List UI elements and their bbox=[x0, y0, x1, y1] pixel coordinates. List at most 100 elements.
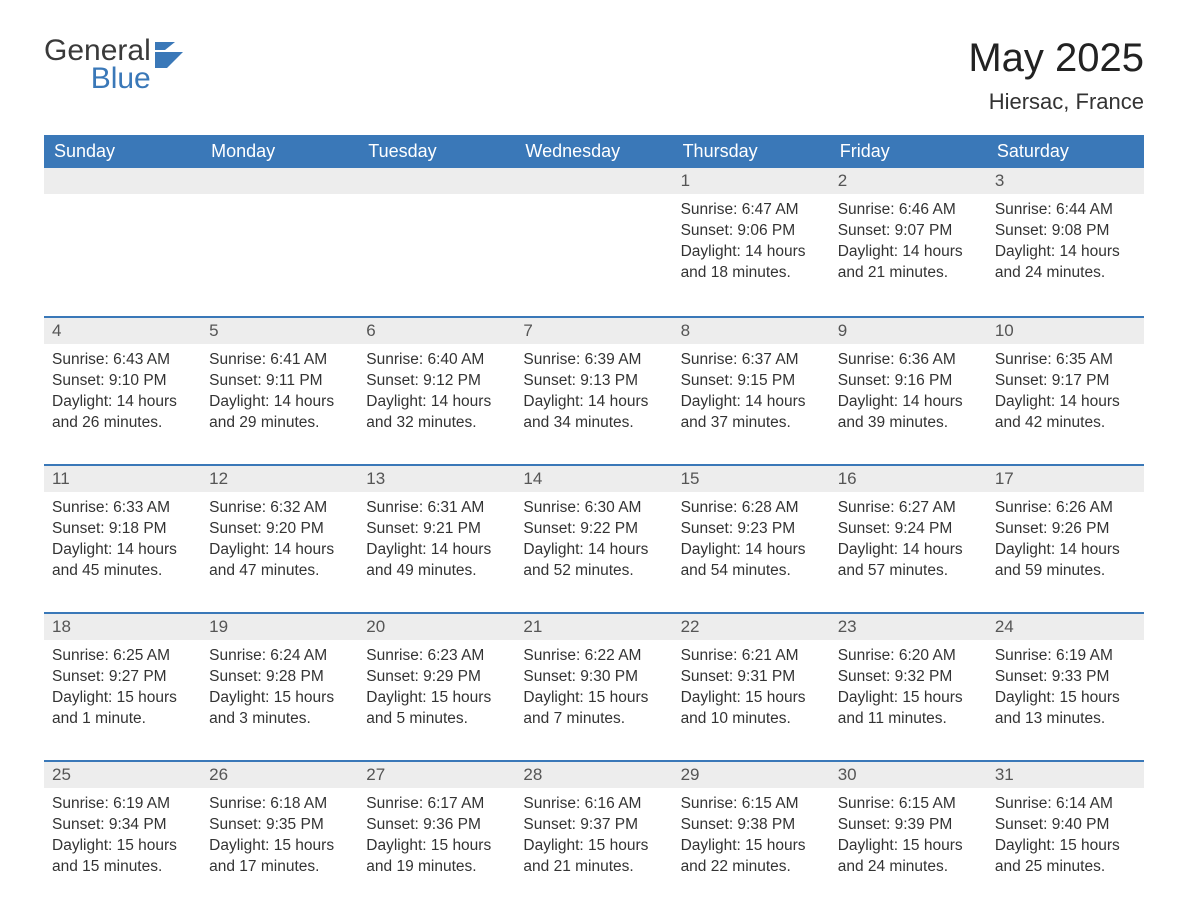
calendar-cell: 19Sunrise: 6:24 AMSunset: 9:28 PMDayligh… bbox=[201, 612, 358, 760]
day-body: Sunrise: 6:20 AMSunset: 9:32 PMDaylight:… bbox=[830, 640, 987, 736]
location-text: Hiersac, France bbox=[968, 89, 1144, 115]
day-number: 23 bbox=[830, 612, 987, 640]
calendar-cell: 5Sunrise: 6:41 AMSunset: 9:11 PMDaylight… bbox=[201, 316, 358, 464]
sunrise-text: Sunrise: 6:28 AM bbox=[681, 498, 822, 519]
calendar-cell: 4Sunrise: 6:43 AMSunset: 9:10 PMDaylight… bbox=[44, 316, 201, 464]
calendar-cell bbox=[358, 168, 515, 316]
day-number: 17 bbox=[987, 464, 1144, 492]
calendar-table: Sunday Monday Tuesday Wednesday Thursday… bbox=[44, 135, 1144, 908]
day-number: 27 bbox=[358, 760, 515, 788]
day-body: Sunrise: 6:30 AMSunset: 9:22 PMDaylight:… bbox=[515, 492, 672, 588]
day-number-empty bbox=[515, 168, 672, 194]
sunset-text: Sunset: 9:08 PM bbox=[995, 221, 1136, 242]
day-number: 10 bbox=[987, 316, 1144, 344]
calendar-cell: 6Sunrise: 6:40 AMSunset: 9:12 PMDaylight… bbox=[358, 316, 515, 464]
day-body: Sunrise: 6:32 AMSunset: 9:20 PMDaylight:… bbox=[201, 492, 358, 588]
day-body: Sunrise: 6:15 AMSunset: 9:39 PMDaylight:… bbox=[830, 788, 987, 884]
sunset-text: Sunset: 9:23 PM bbox=[681, 519, 822, 540]
sunrise-text: Sunrise: 6:15 AM bbox=[838, 794, 979, 815]
calendar-cell: 26Sunrise: 6:18 AMSunset: 9:35 PMDayligh… bbox=[201, 760, 358, 908]
daylight-text: Daylight: 15 hours and 11 minutes. bbox=[838, 688, 979, 730]
sunset-text: Sunset: 9:32 PM bbox=[838, 667, 979, 688]
day-number: 13 bbox=[358, 464, 515, 492]
daylight-text: Daylight: 14 hours and 42 minutes. bbox=[995, 392, 1136, 434]
daylight-text: Daylight: 14 hours and 18 minutes. bbox=[681, 242, 822, 284]
daylight-text: Daylight: 14 hours and 32 minutes. bbox=[366, 392, 507, 434]
sunset-text: Sunset: 9:17 PM bbox=[995, 371, 1136, 392]
sunrise-text: Sunrise: 6:19 AM bbox=[52, 794, 193, 815]
daylight-text: Daylight: 14 hours and 39 minutes. bbox=[838, 392, 979, 434]
sunset-text: Sunset: 9:10 PM bbox=[52, 371, 193, 392]
sunset-text: Sunset: 9:13 PM bbox=[523, 371, 664, 392]
daylight-text: Daylight: 15 hours and 22 minutes. bbox=[681, 836, 822, 878]
calendar-cell: 3Sunrise: 6:44 AMSunset: 9:08 PMDaylight… bbox=[987, 168, 1144, 316]
sunset-text: Sunset: 9:29 PM bbox=[366, 667, 507, 688]
sunset-text: Sunset: 9:39 PM bbox=[838, 815, 979, 836]
daylight-text: Daylight: 14 hours and 57 minutes. bbox=[838, 540, 979, 582]
day-body: Sunrise: 6:44 AMSunset: 9:08 PMDaylight:… bbox=[987, 194, 1144, 290]
day-body: Sunrise: 6:21 AMSunset: 9:31 PMDaylight:… bbox=[673, 640, 830, 736]
brand-word-2: Blue bbox=[44, 64, 151, 94]
daylight-text: Daylight: 14 hours and 37 minutes. bbox=[681, 392, 822, 434]
sunrise-text: Sunrise: 6:17 AM bbox=[366, 794, 507, 815]
col-header: Monday bbox=[201, 135, 358, 168]
daylight-text: Daylight: 14 hours and 47 minutes. bbox=[209, 540, 350, 582]
sunset-text: Sunset: 9:24 PM bbox=[838, 519, 979, 540]
calendar-row: 4Sunrise: 6:43 AMSunset: 9:10 PMDaylight… bbox=[44, 316, 1144, 464]
sunrise-text: Sunrise: 6:19 AM bbox=[995, 646, 1136, 667]
sunset-text: Sunset: 9:37 PM bbox=[523, 815, 664, 836]
day-body: Sunrise: 6:23 AMSunset: 9:29 PMDaylight:… bbox=[358, 640, 515, 736]
sunrise-text: Sunrise: 6:18 AM bbox=[209, 794, 350, 815]
day-number: 28 bbox=[515, 760, 672, 788]
sunset-text: Sunset: 9:34 PM bbox=[52, 815, 193, 836]
day-body: Sunrise: 6:28 AMSunset: 9:23 PMDaylight:… bbox=[673, 492, 830, 588]
day-number: 26 bbox=[201, 760, 358, 788]
daylight-text: Daylight: 15 hours and 15 minutes. bbox=[52, 836, 193, 878]
day-body: Sunrise: 6:36 AMSunset: 9:16 PMDaylight:… bbox=[830, 344, 987, 440]
sunrise-text: Sunrise: 6:39 AM bbox=[523, 350, 664, 371]
sunset-text: Sunset: 9:31 PM bbox=[681, 667, 822, 688]
sunset-text: Sunset: 9:22 PM bbox=[523, 519, 664, 540]
sunset-text: Sunset: 9:35 PM bbox=[209, 815, 350, 836]
daylight-text: Daylight: 15 hours and 5 minutes. bbox=[366, 688, 507, 730]
day-number: 8 bbox=[673, 316, 830, 344]
day-number: 2 bbox=[830, 168, 987, 194]
day-number: 15 bbox=[673, 464, 830, 492]
day-body: Sunrise: 6:17 AMSunset: 9:36 PMDaylight:… bbox=[358, 788, 515, 884]
day-body: Sunrise: 6:47 AMSunset: 9:06 PMDaylight:… bbox=[673, 194, 830, 290]
calendar-cell: 21Sunrise: 6:22 AMSunset: 9:30 PMDayligh… bbox=[515, 612, 672, 760]
day-number: 25 bbox=[44, 760, 201, 788]
day-number: 11 bbox=[44, 464, 201, 492]
col-header: Sunday bbox=[44, 135, 201, 168]
calendar-cell: 16Sunrise: 6:27 AMSunset: 9:24 PMDayligh… bbox=[830, 464, 987, 612]
daylight-text: Daylight: 14 hours and 45 minutes. bbox=[52, 540, 193, 582]
calendar-cell: 1Sunrise: 6:47 AMSunset: 9:06 PMDaylight… bbox=[673, 168, 830, 316]
calendar-cell: 22Sunrise: 6:21 AMSunset: 9:31 PMDayligh… bbox=[673, 612, 830, 760]
day-number: 31 bbox=[987, 760, 1144, 788]
daylight-text: Daylight: 14 hours and 59 minutes. bbox=[995, 540, 1136, 582]
sunset-text: Sunset: 9:38 PM bbox=[681, 815, 822, 836]
calendar-header-row: Sunday Monday Tuesday Wednesday Thursday… bbox=[44, 135, 1144, 168]
sunset-text: Sunset: 9:06 PM bbox=[681, 221, 822, 242]
day-number: 19 bbox=[201, 612, 358, 640]
sunrise-text: Sunrise: 6:15 AM bbox=[681, 794, 822, 815]
sunrise-text: Sunrise: 6:46 AM bbox=[838, 200, 979, 221]
day-number: 7 bbox=[515, 316, 672, 344]
col-header: Saturday bbox=[987, 135, 1144, 168]
daylight-text: Daylight: 14 hours and 26 minutes. bbox=[52, 392, 193, 434]
day-number: 16 bbox=[830, 464, 987, 492]
day-number-empty bbox=[201, 168, 358, 194]
day-number: 20 bbox=[358, 612, 515, 640]
calendar-cell: 13Sunrise: 6:31 AMSunset: 9:21 PMDayligh… bbox=[358, 464, 515, 612]
calendar-cell bbox=[44, 168, 201, 316]
sunrise-text: Sunrise: 6:30 AM bbox=[523, 498, 664, 519]
sunset-text: Sunset: 9:21 PM bbox=[366, 519, 507, 540]
calendar-cell: 23Sunrise: 6:20 AMSunset: 9:32 PMDayligh… bbox=[830, 612, 987, 760]
sunset-text: Sunset: 9:12 PM bbox=[366, 371, 507, 392]
calendar-cell bbox=[515, 168, 672, 316]
sunset-text: Sunset: 9:26 PM bbox=[995, 519, 1136, 540]
daylight-text: Daylight: 15 hours and 24 minutes. bbox=[838, 836, 979, 878]
sunrise-text: Sunrise: 6:41 AM bbox=[209, 350, 350, 371]
sunset-text: Sunset: 9:18 PM bbox=[52, 519, 193, 540]
calendar-body: 1Sunrise: 6:47 AMSunset: 9:06 PMDaylight… bbox=[44, 168, 1144, 908]
